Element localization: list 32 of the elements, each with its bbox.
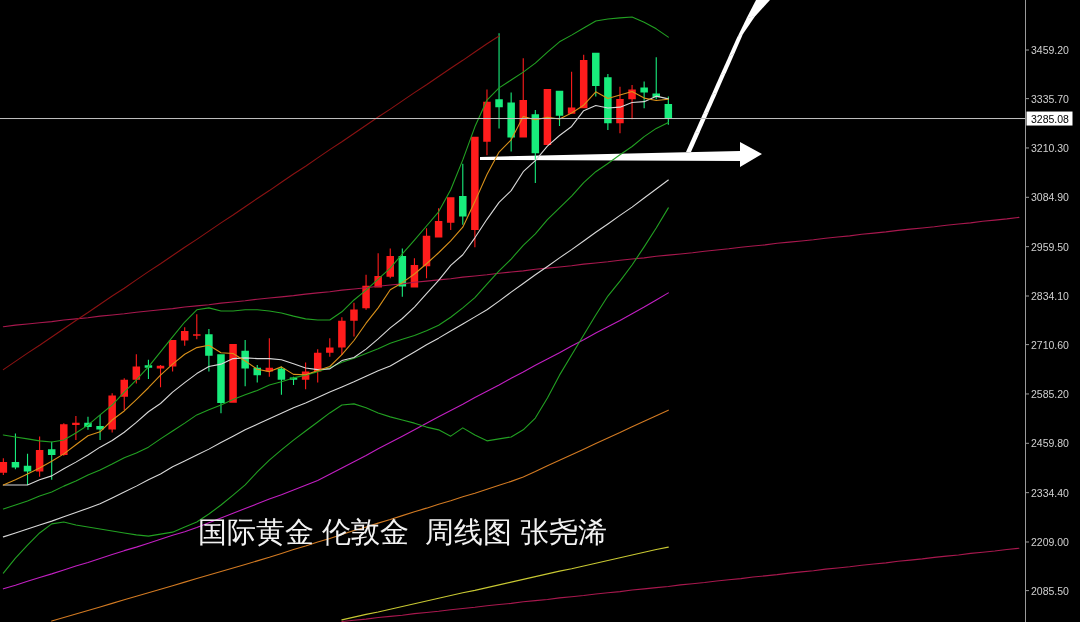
y-tick-label: 2959.50 xyxy=(1031,240,1070,253)
y-tick-label: 3459.20 xyxy=(1031,44,1070,57)
y-tick-label: 3210.30 xyxy=(1031,141,1070,154)
y-tick-label: 2710.60 xyxy=(1031,338,1070,351)
candlestick xyxy=(495,33,503,129)
candlestick xyxy=(338,317,346,356)
y-tick-label: 2459.80 xyxy=(1031,437,1070,450)
y-tick-label: 3084.90 xyxy=(1031,191,1070,204)
line-series xyxy=(2,216,1020,328)
candlestick xyxy=(640,81,648,109)
line-series xyxy=(2,35,500,371)
y-tick-label: 3335.70 xyxy=(1031,92,1070,105)
y-tick-label: 2209.00 xyxy=(1031,536,1070,548)
candlestick xyxy=(592,52,600,97)
candlestick xyxy=(350,302,358,337)
candlestick xyxy=(217,354,225,414)
line-series xyxy=(2,292,669,590)
line-series xyxy=(2,207,669,574)
ref-line-label: 3285.08 xyxy=(1031,112,1070,125)
y-tick-label: 2585.20 xyxy=(1031,387,1070,400)
y-tick-label: 2834.10 xyxy=(1031,290,1070,303)
candlestick xyxy=(326,338,334,357)
line-series xyxy=(341,546,669,621)
y-tick-label: 2085.50 xyxy=(1031,584,1070,597)
candlestick xyxy=(483,89,491,156)
candlestick xyxy=(193,314,201,340)
y-tick-label: 2334.40 xyxy=(1031,486,1070,499)
candlestick xyxy=(459,163,467,225)
line-series xyxy=(2,16,669,443)
line-series xyxy=(51,409,669,622)
candlestick xyxy=(616,86,624,134)
line-series xyxy=(341,547,1020,622)
